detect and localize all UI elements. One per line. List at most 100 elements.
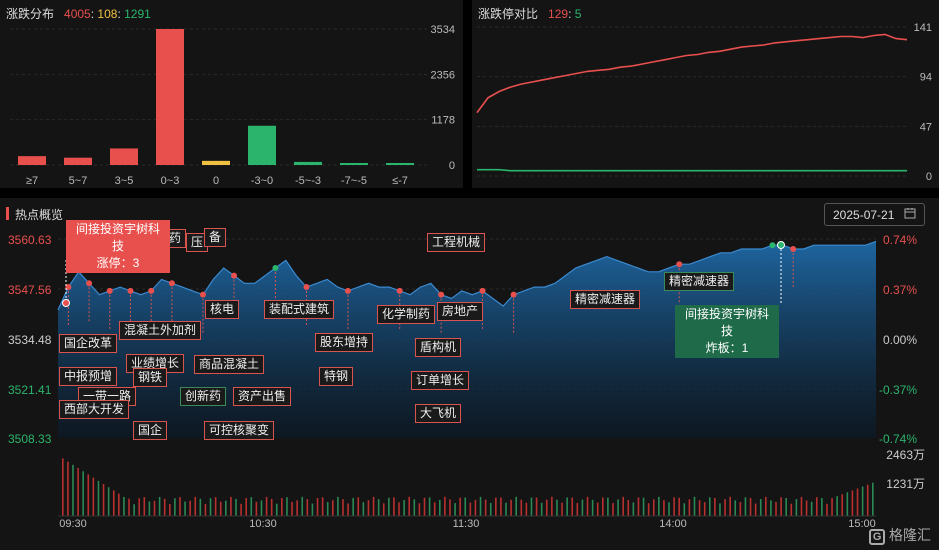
volume-bar — [770, 500, 772, 516]
dist-x-label: ≤-7 — [392, 175, 408, 187]
tag-hd[interactable]: 核电 — [205, 300, 240, 319]
volume-bar — [398, 502, 400, 516]
event-marker[interactable] — [676, 261, 683, 268]
volume-bar — [540, 502, 543, 516]
event-marker[interactable] — [344, 287, 351, 294]
volume-bar — [72, 464, 74, 516]
dist-y-tick: 0 — [449, 160, 455, 172]
callout-limit-up[interactable]: 间接投资宇树科技 涨停：3 — [66, 220, 170, 273]
volume-bar — [821, 498, 823, 516]
volume-bar — [153, 500, 156, 516]
tag-fdc[interactable]: 房地产 — [437, 302, 484, 321]
up-limit-count: 129 — [548, 7, 569, 21]
tag-jmjsq-1[interactable]: 精密减速器 — [570, 290, 641, 309]
dist-bar — [386, 163, 414, 165]
volume-bar — [311, 503, 314, 516]
tag-jmjsq-2[interactable]: 精密减速器 — [664, 272, 735, 291]
tag-bei[interactable]: 备 — [204, 228, 227, 247]
volume-bar — [754, 503, 757, 516]
price-tick-2: 3534.48 — [8, 333, 52, 347]
event-marker[interactable] — [168, 280, 175, 287]
tag-dgj[interactable]: 盾构机 — [415, 338, 462, 357]
volume-bar — [500, 497, 502, 516]
date-picker[interactable]: 2025-07-21 — [824, 203, 925, 226]
dist-x-label: -7~-5 — [341, 175, 367, 187]
tag-dfj[interactable]: 大飞机 — [415, 404, 462, 423]
volume-bar — [729, 496, 731, 516]
callout-break-board-line2: 炸板：1 — [705, 341, 749, 355]
dist-y-tick: 1178 — [431, 115, 455, 127]
event-marker[interactable] — [438, 291, 445, 298]
callout-break-board[interactable]: 间接投资宇树科技 炸板：1 — [675, 305, 779, 358]
tag-sphnt[interactable]: 商品混凝土 — [194, 355, 265, 374]
tag-gqgg[interactable]: 国企改革 — [59, 334, 118, 353]
callout-limit-up-line2: 涨停：3 — [96, 256, 140, 270]
date-value: 2025-07-21 — [833, 208, 895, 222]
event-marker[interactable] — [396, 287, 403, 294]
event-marker[interactable] — [231, 272, 238, 279]
tag-gdzc[interactable]: 股东增持 — [315, 333, 374, 352]
event-marker[interactable] — [127, 287, 134, 294]
volume-bar — [199, 498, 202, 516]
tag-zpsjz[interactable]: 装配式建筑 — [264, 300, 335, 319]
volume-bar — [92, 477, 95, 516]
limit-series-line — [476, 33, 908, 114]
volume-bar — [617, 499, 619, 516]
event-marker[interactable] — [479, 287, 486, 294]
volume-bar — [872, 482, 874, 516]
dist-title: 涨跌分布 — [6, 7, 55, 21]
volume-bar — [520, 499, 523, 516]
event-marker[interactable] — [790, 246, 797, 253]
volume-bar — [836, 496, 838, 516]
tag-xbdkf[interactable]: 西部大开发 — [59, 400, 130, 419]
event-marker[interactable] — [148, 287, 155, 294]
volume-bar — [866, 484, 869, 516]
callout-break-board-line1: 间接投资宇树科技 — [684, 307, 769, 338]
volume-bar — [714, 497, 716, 516]
dist-bar — [202, 160, 230, 165]
price-tick-1: 3547.56 — [8, 283, 52, 297]
tag-zccs[interactable]: 资产出售 — [233, 387, 292, 406]
event-marker[interactable] — [65, 284, 72, 291]
volume-bar — [688, 499, 691, 516]
limit-panel-header: 涨跌停对比 129: 5 — [478, 7, 582, 21]
time-tick-3: 14:00 — [659, 518, 687, 530]
volume-bar — [367, 500, 370, 516]
tag-tg[interactable]: 特钢 — [319, 367, 354, 386]
volume-bar — [158, 496, 161, 516]
volume-bar — [204, 503, 207, 516]
dist-panel-header: 涨跌分布 4005: 108: 1291 — [6, 7, 151, 21]
dist-x-label: 0 — [213, 175, 219, 187]
pct-tick-3: -0.37% — [878, 383, 917, 397]
tag-ddzz[interactable]: 订单增长 — [411, 371, 470, 390]
tag-cxy[interactable]: 创新药 — [180, 387, 227, 406]
dist-x-label: -3~0 — [251, 175, 273, 187]
volume-bar — [479, 496, 482, 516]
volume-bar — [545, 499, 548, 516]
tag-hntwjj[interactable]: 混凝土外加剂 — [119, 321, 202, 340]
volume-bar — [800, 496, 803, 516]
tag-zbyz[interactable]: 中报预增 — [59, 367, 118, 386]
price-tick-3: 3521.41 — [8, 383, 52, 397]
volume-bar — [576, 502, 579, 516]
event-marker[interactable] — [106, 287, 113, 294]
dist-bar — [156, 29, 184, 165]
event-marker[interactable] — [769, 242, 776, 249]
tag-gq[interactable]: 国企 — [133, 421, 168, 440]
tag-gt[interactable]: 钢铁 — [133, 368, 168, 387]
volume-bar — [744, 497, 747, 516]
tag-hxzy[interactable]: 化学制药 — [377, 305, 436, 324]
event-marker[interactable] — [303, 284, 310, 291]
tag-gcjx[interactable]: 工程机械 — [427, 233, 486, 252]
volume-bar — [678, 497, 681, 516]
volume-bar — [408, 496, 411, 516]
event-marker[interactable] — [86, 280, 93, 287]
volume-bar — [194, 496, 197, 516]
volume-bar — [846, 492, 849, 516]
event-marker[interactable] — [272, 265, 279, 272]
event-marker[interactable] — [199, 291, 206, 298]
volume-bar — [316, 497, 319, 516]
event-marker[interactable] — [510, 291, 517, 298]
tag-kkgbg[interactable]: 可控核聚变 — [204, 421, 275, 440]
volume-bar — [82, 471, 84, 516]
